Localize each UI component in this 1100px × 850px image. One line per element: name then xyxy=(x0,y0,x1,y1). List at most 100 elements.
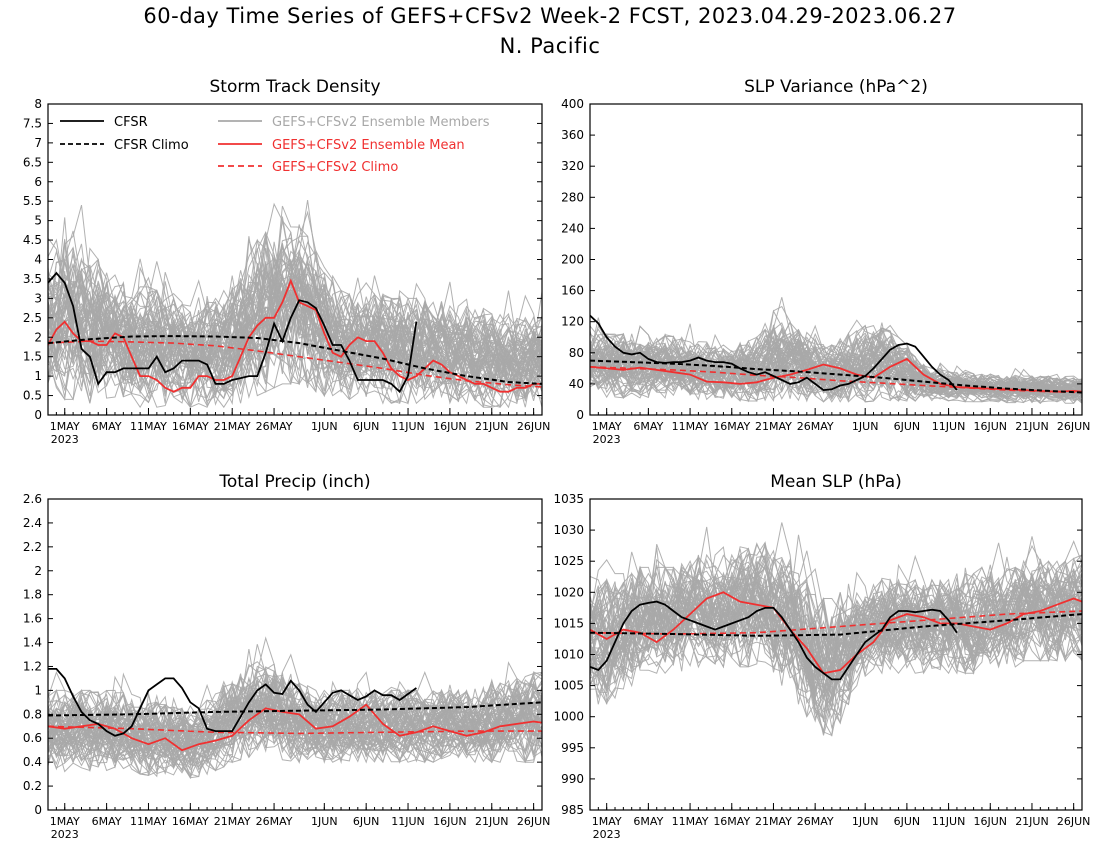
x-tick-label: 1JUN xyxy=(852,815,879,828)
cfsr-line xyxy=(48,668,417,737)
figure-subtitle: N. Pacific xyxy=(499,34,601,58)
figure-title: 60-day Time Series of GEFS+CFSv2 Week-2 … xyxy=(143,4,957,28)
ensemble-member-line xyxy=(590,564,1082,729)
x-tick-label: 21JUN xyxy=(1015,420,1049,433)
ensemble-member-line xyxy=(48,682,542,772)
x-tick-label: 21JUN xyxy=(475,815,509,828)
x-tick-label: 21MAY xyxy=(755,420,792,433)
ensemble-member-line xyxy=(48,260,542,408)
x-tick-label: 16MAY xyxy=(713,815,750,828)
x-tick-label: 16JUN xyxy=(974,815,1008,828)
ensemble-member-line xyxy=(590,588,1082,678)
x-tick-label: 1MAY xyxy=(592,420,622,433)
ensemble-member-line xyxy=(48,253,542,408)
x-tick-label: 26MAY xyxy=(797,420,834,433)
panel-title: Storm Track Density xyxy=(209,77,380,97)
x-tick-label: 1JUN xyxy=(852,420,879,433)
x-tick-label: 26JUN xyxy=(1057,420,1091,433)
y-tick-label: 1.8 xyxy=(23,588,42,602)
ensemble-member-line xyxy=(590,559,1082,692)
y-tick-label: 2 xyxy=(34,564,42,578)
x-tick-label: 6MAY xyxy=(633,420,663,433)
plot-area xyxy=(48,200,542,410)
x-tick-label: 26JUN xyxy=(517,420,551,433)
x-tick-label: 1JUN xyxy=(311,420,338,433)
cfsr-climo-line xyxy=(48,335,542,385)
y-tick-label: 1 xyxy=(34,369,42,383)
y-tick-label: 0.2 xyxy=(23,779,42,793)
y-tick-label: 3 xyxy=(34,291,42,305)
ensemble-climo-line xyxy=(590,366,1082,394)
panel-3: Total Precip (inch) 0 0.2 0.4 0.6 0.8 1 1.2 1.4 1… xyxy=(23,472,550,841)
legend: CFSR CFSR Climo GEFS+CFSv2 Ensemble Member… xyxy=(60,115,490,175)
y-tick-label: 5 xyxy=(34,214,42,228)
y-tick-label: 2.6 xyxy=(23,492,42,506)
y-tick-label: 320 xyxy=(561,159,584,173)
ensemble-member-line xyxy=(590,559,1082,725)
ensemble-member-line xyxy=(48,685,542,780)
x-tick-label: 6JUN xyxy=(894,815,921,828)
ensemble-mean-line xyxy=(590,591,1082,675)
x-tick-label: 21MAY xyxy=(755,815,792,828)
legend-members-label: GEFS+CFSv2 Ensemble Members xyxy=(272,115,490,130)
ensemble-member-line xyxy=(48,677,542,771)
x-tick-label: 26JUN xyxy=(1057,815,1091,828)
plot-frame xyxy=(47,498,543,811)
x-year-label: 2023 xyxy=(51,433,79,446)
x-tick-label: 6JUN xyxy=(353,420,380,433)
legend-mean-label: GEFS+CFSv2 Ensemble Mean xyxy=(272,138,465,153)
cfsr-climo-line xyxy=(590,359,1082,394)
x-tick-label: 26JUN xyxy=(517,815,551,828)
y-tick-label: 160 xyxy=(561,284,584,298)
y-tick-label: 2.5 xyxy=(23,311,42,325)
x-tick-label: 11JUN xyxy=(391,815,425,828)
y-tick-label: 400 xyxy=(561,97,584,111)
ensemble-member-line xyxy=(48,240,542,409)
ensemble-member-line xyxy=(590,339,1082,404)
cfsr-climo-line xyxy=(590,613,1082,637)
ensemble-member-line xyxy=(590,336,1082,396)
y-tick-label: 8 xyxy=(34,97,42,111)
ensemble-member-line xyxy=(48,231,542,404)
y-tick-label: 0 xyxy=(34,408,42,422)
x-year-label: 2023 xyxy=(51,828,79,841)
x-tick-label: 1MAY xyxy=(50,815,80,828)
y-tick-label: 1000 xyxy=(553,710,584,724)
ensemble-member-line xyxy=(590,335,1082,403)
panel-4: Mean SLP (hPa) 985 990 995 1000 1005 1010 1015 1… xyxy=(553,472,1090,841)
x-tick-label: 26MAY xyxy=(797,815,834,828)
ensemble-member-line xyxy=(590,566,1082,702)
cfsr-climo-line xyxy=(48,701,542,717)
legend-cfsr-climo-label: CFSR Climo xyxy=(114,138,189,153)
x-tick-label: 6JUN xyxy=(894,420,921,433)
y-tick-label: 1 xyxy=(34,683,42,697)
y-tick-label: 120 xyxy=(561,315,584,329)
panel-title: Total Precip (inch) xyxy=(218,472,370,492)
x-tick-label: 1JUN xyxy=(311,815,338,828)
ensemble-member-line xyxy=(48,673,542,764)
y-tick-label: 1035 xyxy=(553,492,584,506)
y-tick-label: 985 xyxy=(561,803,584,817)
x-tick-label: 26MAY xyxy=(256,420,293,433)
ensemble-member-line xyxy=(590,567,1082,710)
x-year-label: 2023 xyxy=(593,433,621,446)
ensemble-mean-line xyxy=(48,703,542,752)
y-tick-label: 0.8 xyxy=(23,707,42,721)
y-tick-label: 5.5 xyxy=(23,194,42,208)
x-tick-label: 16MAY xyxy=(172,420,209,433)
cfsr-line xyxy=(590,600,958,681)
x-tick-label: 6JUN xyxy=(353,815,380,828)
panel-title: SLP Variance (hPa^2) xyxy=(744,77,928,97)
y-tick-label: 0 xyxy=(576,408,584,422)
x-tick-label: 11JUN xyxy=(391,420,425,433)
ensemble-member-line xyxy=(48,649,542,745)
ensemble-member-line xyxy=(590,342,1082,402)
y-tick-label: 1015 xyxy=(553,616,584,630)
legend-climo-label: GEFS+CFSv2 Climo xyxy=(272,160,398,175)
plot-area xyxy=(590,522,1082,737)
y-tick-label: 995 xyxy=(561,741,584,755)
ensemble-member-line xyxy=(48,680,542,765)
y-tick-label: 0 xyxy=(34,803,42,817)
y-tick-label: 3.5 xyxy=(23,272,42,286)
